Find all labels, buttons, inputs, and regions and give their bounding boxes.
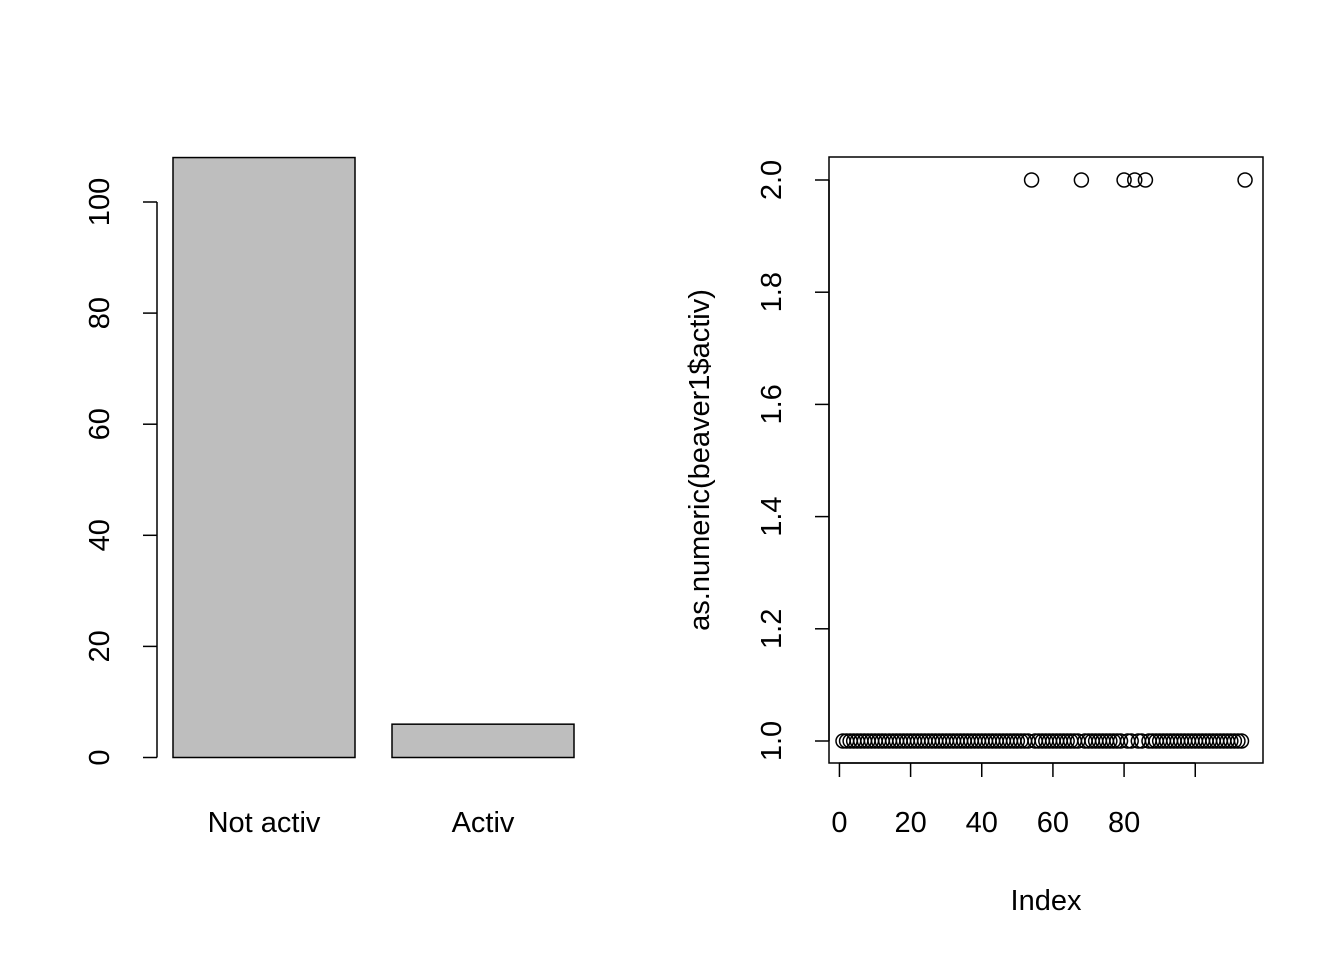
- bar-y-tick-label: 40: [84, 519, 116, 551]
- data-point: [1112, 733, 1129, 749]
- bar-category-label: Activ: [452, 807, 515, 839]
- scatter-y-tick-label: 1.8: [756, 272, 788, 312]
- bar-category-labels: Not activ Activ: [208, 807, 515, 839]
- scatter-y-axis: 1.0 1.2 1.4 1.6 1.8 2.0: [756, 160, 830, 761]
- bar-y-tick-label: 80: [84, 297, 116, 329]
- scatter-x-tick-label: 80: [1108, 807, 1140, 839]
- data-point: [1233, 733, 1250, 749]
- scatter-y-tick-label: 1.6: [756, 384, 788, 424]
- scatter-plot-panel: 0 20 40 60 80 1.0 1.2 1.4 1.6 1.8 2.0 Index as.nu…: [684, 156, 1264, 917]
- bar-y-tick-label: 0: [84, 749, 116, 765]
- bar-chart-bars: [172, 156, 575, 759]
- bar-chart-panel: 0 20 40 60 80 100 Not activ Activ: [84, 156, 575, 839]
- bar-activ: [391, 723, 575, 759]
- data-point: [1073, 172, 1090, 188]
- data-point: [1237, 172, 1253, 188]
- data-point: [1127, 172, 1143, 188]
- scatter-y-tick-label: 2.0: [756, 160, 788, 200]
- data-point: [1137, 172, 1154, 188]
- scatter-y-tick-label: 1.2: [756, 609, 788, 649]
- data-point: [1223, 733, 1239, 749]
- scatter-x-tick-label: 60: [1037, 807, 1069, 839]
- scatter-points: [835, 172, 1253, 749]
- data-point: [1230, 733, 1246, 749]
- x-axis-title: Index: [1011, 885, 1082, 917]
- scatter-x-tick-label: 0: [831, 807, 847, 839]
- bar-category-label: Not activ: [208, 807, 321, 839]
- data-point: [1023, 172, 1040, 188]
- scatter-y-tick-label: 1.4: [756, 496, 788, 536]
- scatter-x-tick-label: 20: [894, 807, 926, 839]
- bar-y-tick-label: 60: [84, 408, 116, 440]
- data-point: [1123, 733, 1139, 749]
- data-point: [1009, 733, 1026, 749]
- bar-y-tick-label: 20: [84, 630, 116, 662]
- scatter-x-tick-label: 40: [966, 807, 998, 839]
- bar-not-activ: [172, 156, 356, 759]
- scatter-y-tick-label: 1.0: [756, 721, 788, 761]
- bar-y-axis: 0 20 40 60 80 100: [84, 178, 158, 766]
- data-point: [1226, 733, 1243, 749]
- y-axis-title: as.numeric(beaver1$activ): [684, 289, 716, 631]
- data-point: [1116, 172, 1132, 188]
- bar-y-tick-label: 100: [84, 178, 116, 226]
- scatter-x-axis: 0 20 40 60 80: [831, 762, 1196, 839]
- data-point: [1102, 733, 1118, 749]
- data-point: [1059, 733, 1075, 749]
